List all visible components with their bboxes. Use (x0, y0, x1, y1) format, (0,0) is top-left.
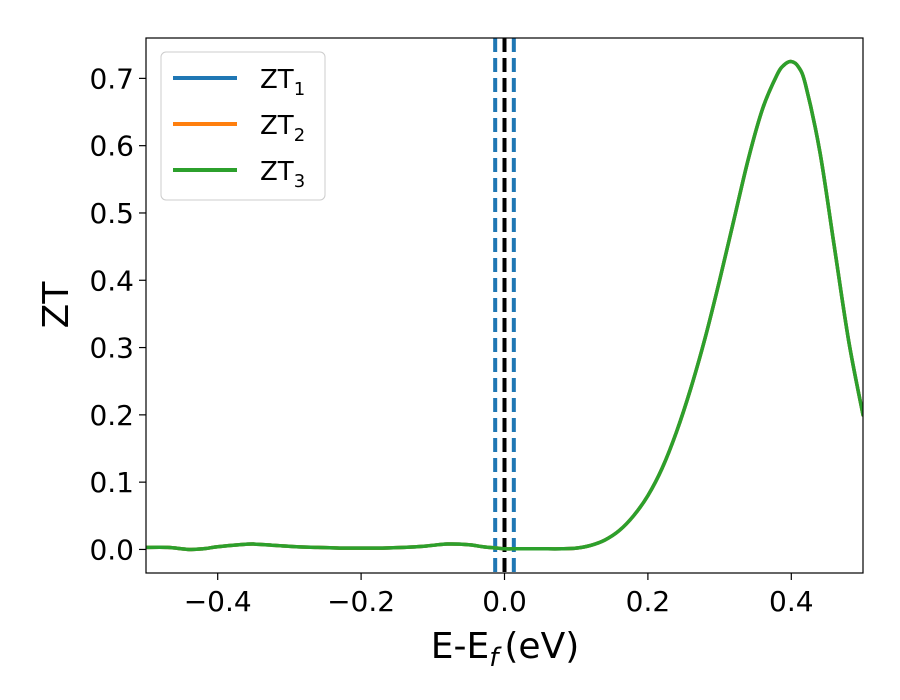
y-tick-label: 0.4 (89, 264, 134, 297)
series-line-zt3 (146, 59, 863, 552)
y-tick-label: 0.3 (89, 332, 134, 365)
x-tick-label: −0.2 (327, 585, 395, 618)
x-axis-label: E-Ef (eV) (431, 626, 580, 673)
y-axis: 0.0 0.1 0.2 0.3 0.4 0.5 0.6 0.7 (89, 62, 146, 566)
x-axis: −0.4 −0.2 0.0 0.2 0.4 (184, 573, 814, 618)
y-tick-label: 0.6 (89, 130, 134, 163)
y-tick-label: 0.5 (89, 197, 134, 230)
legend-box (160, 51, 326, 201)
y-tick-label: 0.7 (89, 62, 134, 95)
y-axis-label: ZT (36, 281, 77, 329)
legend: ZT1 ZT2 ZT3 (160, 51, 326, 201)
y-tick-label: 0.1 (89, 466, 134, 499)
x-tick-label: 0.2 (626, 585, 671, 618)
legend-label-zt3: ZT3 (260, 157, 305, 192)
series-lines (146, 59, 863, 552)
legend-label-zt1: ZT1 (260, 65, 305, 100)
x-tick-label: −0.4 (184, 585, 252, 618)
vertical-reference-lines (493, 38, 516, 573)
x-tick-label: 0.0 (482, 585, 527, 618)
y-tick-label: 0.2 (89, 399, 134, 432)
y-tick-label: 0.0 (89, 533, 134, 566)
legend-label-zt2: ZT2 (260, 111, 305, 146)
x-tick-label: 0.4 (769, 585, 814, 618)
